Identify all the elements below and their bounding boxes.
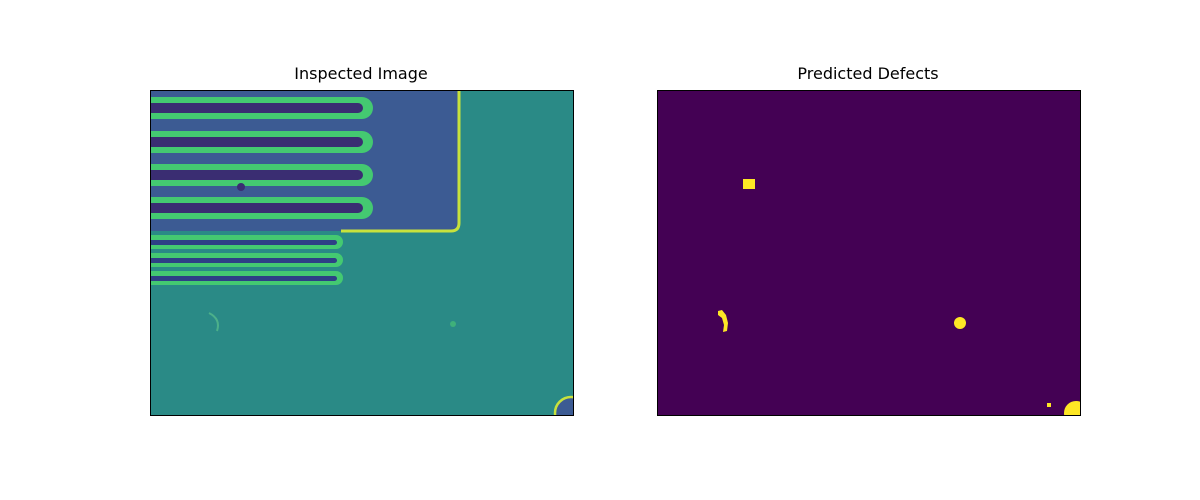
defect-blob-5	[1064, 401, 1080, 415]
arc-mark	[208, 312, 219, 332]
inspected-image	[151, 91, 573, 415]
inspected-image-panel	[150, 90, 574, 416]
upper-fingers	[151, 97, 373, 219]
dark-spot	[237, 183, 245, 191]
predicted-defects-title: Predicted Defects	[797, 64, 939, 83]
pad-edge	[341, 91, 461, 233]
corner-blob	[553, 395, 573, 415]
defect-blob-4	[1047, 403, 1051, 407]
defect-blob-1	[743, 179, 755, 189]
lower-fingers	[151, 235, 343, 285]
mask-background	[658, 91, 1080, 415]
faint-dot	[450, 321, 456, 327]
inspected-image-title: Inspected Image	[294, 64, 428, 83]
defect-blob-2	[718, 310, 728, 332]
defect-mask	[658, 91, 1080, 415]
predicted-defects-panel	[657, 90, 1081, 416]
contact-pad	[151, 91, 459, 231]
defect-blob-3	[954, 317, 966, 329]
